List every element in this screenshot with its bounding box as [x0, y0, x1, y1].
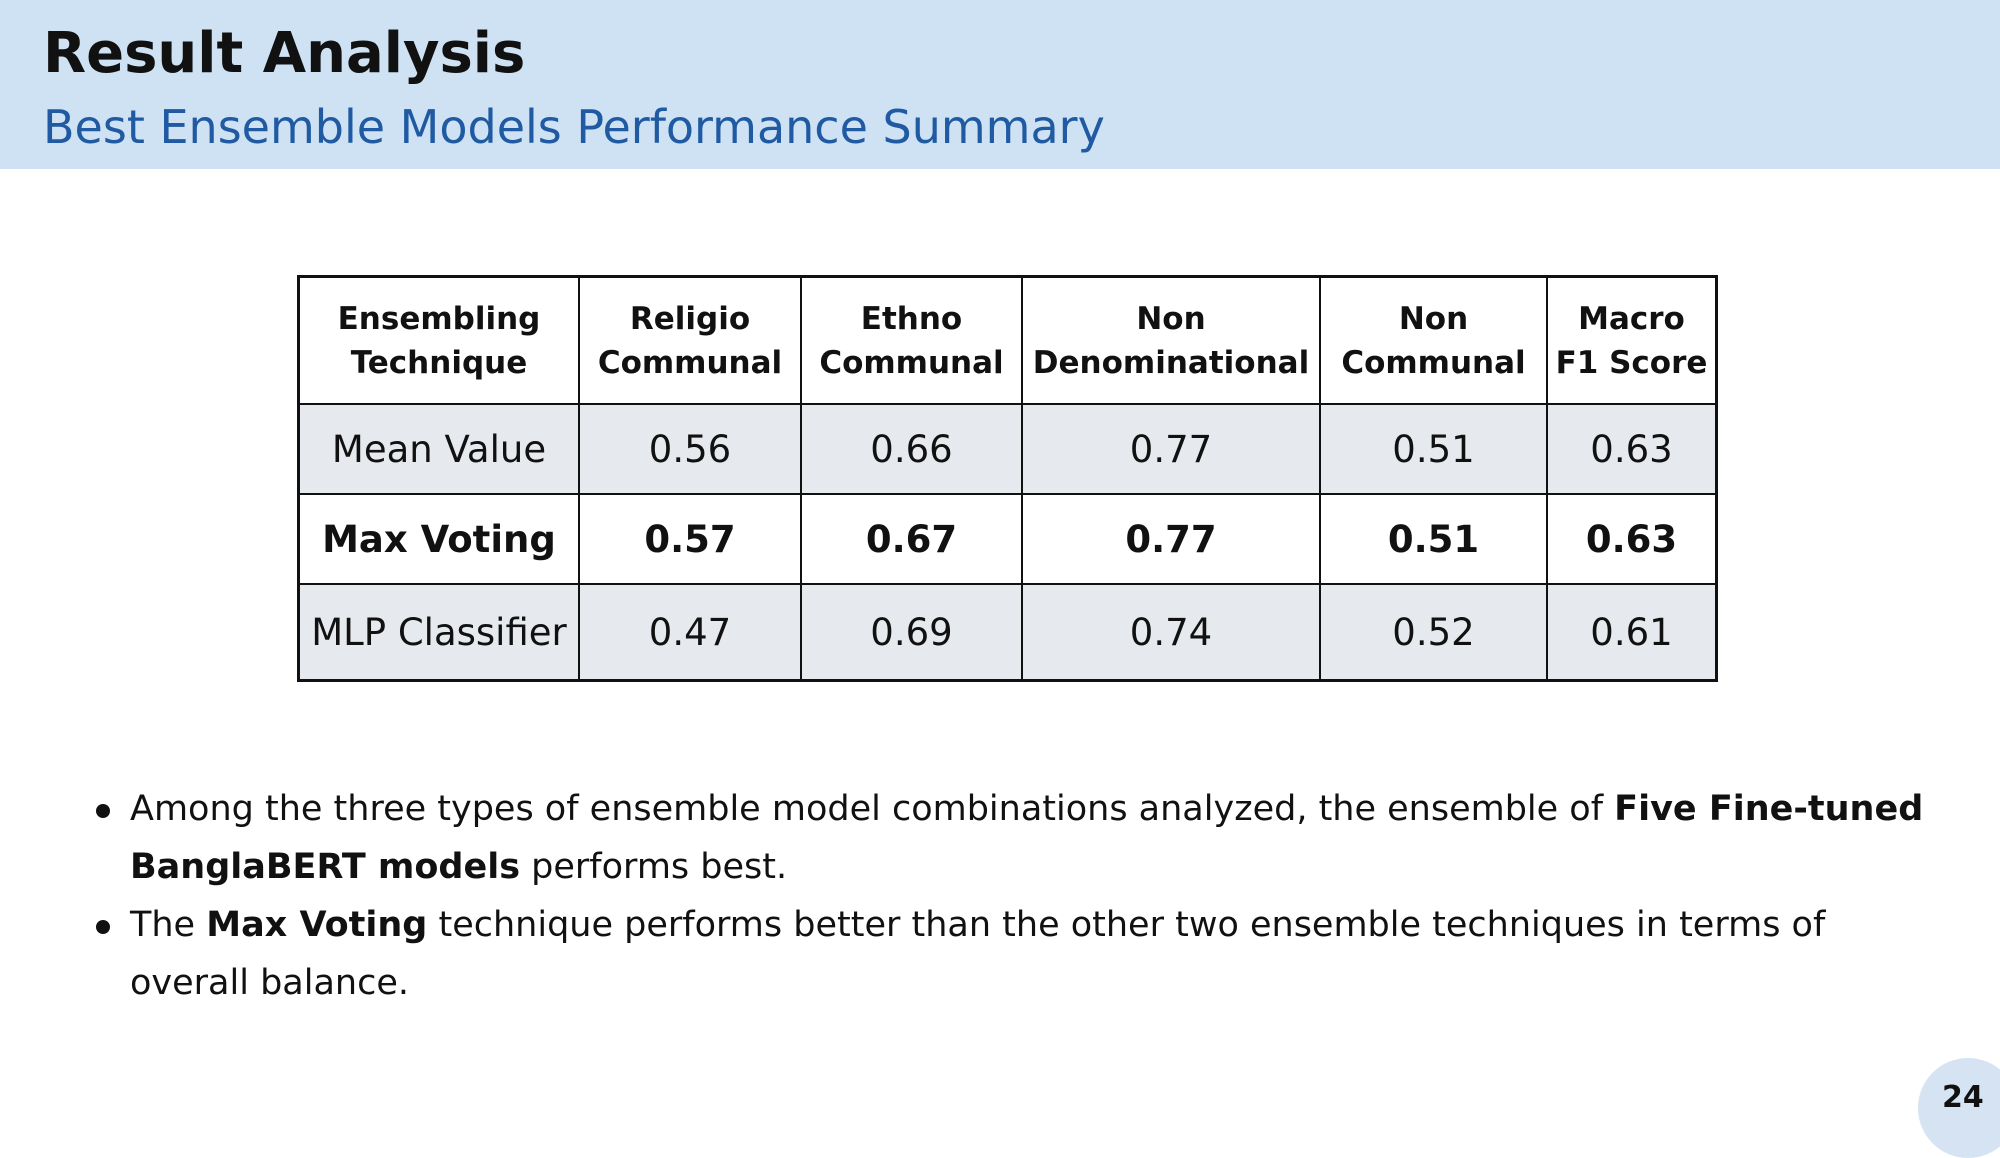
table-cell: 0.51: [1319, 493, 1548, 585]
column-header-ethno-communal: Ethno Communal: [800, 275, 1023, 405]
row-label-cell: Mean Value: [297, 403, 580, 495]
column-header-non-denominational: Non Denominational: [1021, 275, 1321, 405]
row-label-cell: Max Voting: [297, 493, 580, 585]
table-cell: 0.63: [1546, 493, 1718, 585]
bullet-emphasis: Max Voting: [206, 905, 428, 945]
header-band: Result Analysis Best Ensemble Models Per…: [0, 0, 2000, 169]
table-cell: 0.56: [578, 403, 802, 495]
bullet-item: Among the three types of ensemble model …: [88, 780, 1948, 896]
table-row-highlighted: Max Voting 0.57 0.67 0.77 0.51 0.63: [297, 493, 1718, 585]
table-cell: 0.63: [1546, 403, 1718, 495]
column-header-macro-f1-score: Macro F1 Score: [1546, 275, 1718, 405]
table-cell: 0.57: [578, 493, 802, 585]
column-header-religio-communal: Religio Communal: [578, 275, 802, 405]
column-header-ensembling-technique: Ensembling Technique: [297, 275, 580, 405]
slide-subtitle: Best Ensemble Models Performance Summary: [43, 100, 1105, 154]
page-number-badge: 24: [1918, 1058, 2000, 1158]
table-cell: 0.47: [578, 583, 802, 682]
table-cell: 0.77: [1021, 493, 1321, 585]
table-cell: 0.51: [1319, 403, 1548, 495]
results-table: Ensembling Technique Religio Communal Ethn…: [297, 275, 1718, 682]
summary-bullets: Among the three types of ensemble model …: [88, 780, 1948, 1012]
table-cell: 0.67: [800, 493, 1023, 585]
bullet-emphasis: Five Fine-tuned BanglaBERT models: [130, 789, 1924, 887]
table-cell: 0.74: [1021, 583, 1321, 682]
table-row: MLP Classifier 0.47 0.69 0.74 0.52 0.61: [297, 583, 1718, 682]
row-label-cell: MLP Classifier: [297, 583, 580, 682]
page-number: 24: [1942, 1080, 1984, 1115]
table-cell: 0.52: [1319, 583, 1548, 682]
table-cell: 0.69: [800, 583, 1023, 682]
table-cell: 0.61: [1546, 583, 1718, 682]
table-cell: 0.66: [800, 403, 1023, 495]
table-row: Mean Value 0.56 0.66 0.77 0.51 0.63: [297, 403, 1718, 495]
slide-title: Result Analysis: [43, 21, 526, 86]
table-header-row: Ensembling Technique Religio Communal Ethn…: [297, 275, 1718, 405]
bullet-item: The Max Voting technique performs better…: [88, 896, 1948, 1012]
table-cell: 0.77: [1021, 403, 1321, 495]
column-header-non-communal: Non Communal: [1319, 275, 1548, 405]
